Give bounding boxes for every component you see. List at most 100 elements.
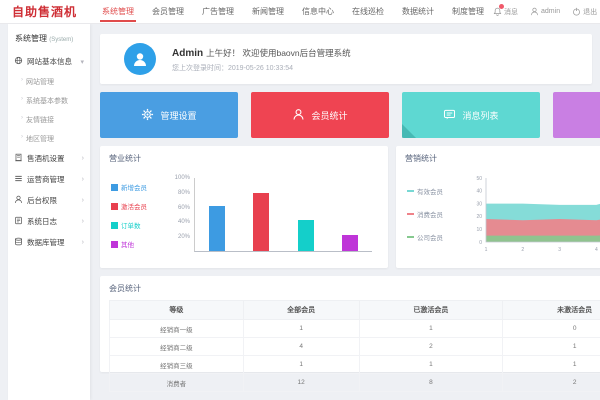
legend-label: 新增会员 [121,185,147,192]
table-cell: 消费者 [109,373,244,392]
messages-label: 消息 [504,8,519,16]
bar-新增会员[interactable] [209,205,226,251]
bar-激活会员[interactable] [253,192,270,251]
quick-card-1[interactable]: 会员统计 [251,92,389,138]
user-menu-button[interactable]: admin [530,7,560,16]
top-menu-item-5[interactable]: 在线巡检 [352,7,385,16]
top-menu-item-0[interactable]: 系统管理 [100,0,137,23]
y-tick-label: 80% [177,189,190,196]
legend-swatch [407,236,414,238]
table-cell: 1 [502,337,600,356]
app-logo: 自助售酒机 [12,5,78,19]
member-icon [292,108,305,123]
quick-card-3[interactable] [553,92,600,138]
table-column-header: 未激活会员 [502,300,600,320]
sidebar-item-4[interactable]: 系统日志 › [8,211,90,232]
database-icon [14,237,23,248]
table-cell: 1 [242,355,360,374]
bar-订单数[interactable] [297,220,314,251]
main-content: Admin 上午好！ 欢迎使用baovn后台管理系统 您上次登录时间：2019-0… [90,24,600,400]
sidebar: 系统管理 (System) 网站基本信息 ▾ › 网站管理 › 系统基本参数 › 友情链接 › 地… [8,24,90,400]
sidebar-subitem-0-3[interactable]: › 地区管理 [8,129,90,148]
topbar-actions: 消息 admin 退出 [493,3,600,17]
legend-label: 公司会员 [417,235,443,242]
quick-card-label: 会员统计 [311,110,348,121]
chevron-right-icon: › [81,176,84,183]
sidebar-item-label: 售酒机设置 [27,154,65,163]
member-stats-title: 会员统计 [109,284,141,293]
bullet-icon: › [21,95,23,102]
quick-card-label: 消息列表 [462,110,499,121]
legend-swatch [111,183,118,191]
area-legend-item-0: 有效会员 [407,186,443,196]
marketing-stats-title: 营销统计 [405,154,437,163]
y-tick-label: 40% [177,219,190,226]
bell-icon [493,7,502,16]
area-chart-legend: 有效会员消费会员公司会员 [407,186,443,255]
table-column-header: 已激活会员 [358,300,504,320]
top-menu-item-3[interactable]: 新闻管理 [252,7,285,16]
table-cell: 1 [502,355,600,374]
chevron-right-icon: › [81,218,84,225]
legend-swatch [407,190,414,192]
top-menu-item-1[interactable]: 会员管理 [152,7,185,16]
sidebar-item-5[interactable]: 数据库管理 › [8,232,90,253]
sidebar-item-label: 系统日志 [27,217,57,226]
table-cell: 0 [502,319,600,338]
table-cell: 2 [358,337,504,356]
bar-其他[interactable] [341,234,358,251]
table-row-2: 经销商三级 1 1 1 [109,355,600,374]
logout-label: 退出 [583,8,598,16]
top-menu-item-2[interactable]: 广告管理 [202,7,235,16]
sidebar-item-1[interactable]: 售酒机设置 › [8,148,90,169]
chevron-right-icon: › [81,197,84,204]
globe-icon [14,56,23,67]
chevron-right-icon: › [81,155,84,162]
power-icon [573,7,581,16]
messages-button[interactable]: 消息 [493,3,519,17]
sidebar-item-0[interactable]: 网站基本信息 ▾ [8,51,90,72]
list-icon [14,174,23,185]
top-menu-item-4[interactable]: 信息中心 [302,7,335,16]
table-column-header: 全部会员 [242,300,360,320]
doc-icon [14,216,23,227]
quick-card-2[interactable]: 消息列表 [402,92,540,138]
notification-badge [499,3,505,9]
bar-chart: 100% 80% 60% 40% 20% [160,175,372,252]
sidebar-item-2[interactable]: 运营商管理 › [8,169,90,190]
legend-swatch [111,202,118,210]
legend-label: 激活会员 [121,204,147,211]
top-navbar: 自助售酒机 系统管理 会员管理 广告管理 新闻管理 信息中心 在线巡检 数据统计 制度管理 消… [0,0,600,24]
legend-item-2: 订单数 [111,220,147,230]
table-row-0: 经销商一级 1 1 0 [109,319,600,338]
last-login-text: 您上次登录时间：2019-05-26 10:33:54 [172,65,293,72]
top-menu-item-7[interactable]: 制度管理 [452,7,485,16]
table-cell: 2 [502,373,600,392]
legend-label: 消费会员 [417,212,443,219]
legend-item-0: 新增会员 [111,182,147,192]
avatar [124,43,156,75]
table-cell: 8 [358,373,504,392]
welcome-greeting: Admin 上午好！ 欢迎使用baovn后台管理系统 [172,47,351,59]
area-x-tick-label: 2 [521,247,524,253]
table-row-1: 经销商二级 4 2 1 [109,337,600,356]
sidebar-subitem-0-2[interactable]: › 友情链接 [8,110,90,129]
user-label: admin [541,8,561,15]
top-menu-item-6[interactable]: 数据统计 [402,7,435,16]
logout-button[interactable]: 退出 [572,7,597,17]
sidebar-subitem-0-0[interactable]: › 网站管理 [8,72,90,91]
sidebar-item-3[interactable]: 后台权限 › [8,190,90,211]
bullet-icon: › [21,114,23,121]
member-stats-table: 等级 全部会员 已激活会员 未激活会员 经销商一级 1 1 0 经销商二级 4 2 1 经销商三级 1 1… [109,300,600,392]
sidebar-subitem-label: 地区管理 [26,135,54,143]
y-tick-label: 20% [177,234,190,241]
sidebar-item-label: 网站基本信息 [27,57,72,66]
sidebar-header: 系统管理 (System) [8,24,90,51]
business-stats-title: 营业统计 [109,154,141,163]
sidebar-item-label: 数据库管理 [27,238,65,247]
sidebar-subitem-0-1[interactable]: › 系统基本参数 [8,91,90,110]
legend-item-1: 激活会员 [111,201,147,211]
quick-card-0[interactable]: 管理设置 [100,92,238,138]
